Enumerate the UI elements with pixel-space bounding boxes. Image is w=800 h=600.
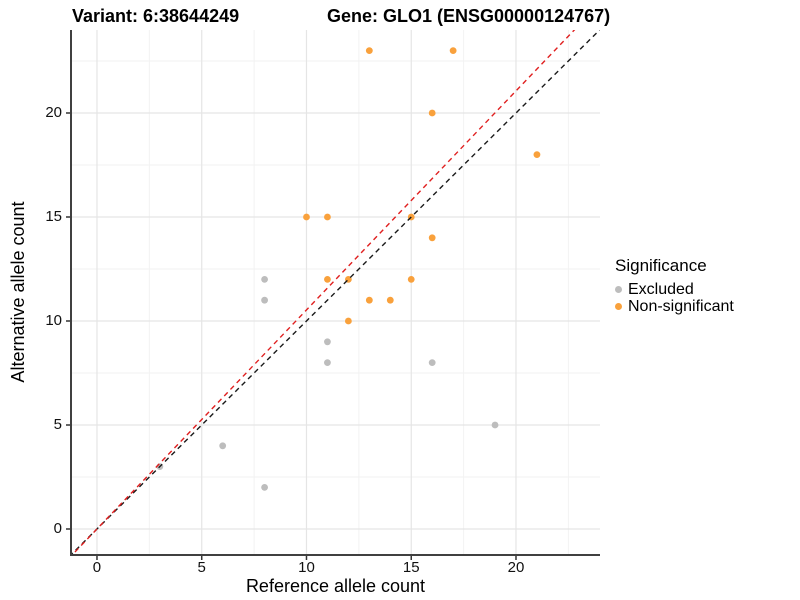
data-point-excluded — [261, 483, 268, 491]
plot-title-variant: Variant: 6:38644249 — [72, 6, 240, 26]
x-axis-title: Reference allele count — [245, 576, 426, 596]
data-point-excluded — [324, 359, 331, 366]
data-point-non-significant — [324, 213, 331, 221]
data-point-non-significant — [324, 275, 331, 283]
x-tick-label: 10 — [298, 559, 315, 576]
x-tick-label: 0 — [92, 559, 102, 576]
data-point-excluded — [261, 275, 268, 283]
x-tick-label: 5 — [197, 559, 206, 576]
x-tick-label: 20 — [507, 559, 525, 576]
legend-dot-excluded-icon — [615, 286, 622, 293]
legend-title: Significance — [615, 256, 707, 275]
identity-line — [71, 30, 600, 555]
data-point-non-significant — [365, 296, 373, 304]
data-point-non-significant — [303, 213, 310, 221]
data-point-non-significant — [428, 234, 436, 242]
legend-label: Excluded — [628, 280, 694, 298]
y-tick-label: 20 — [45, 103, 62, 121]
data-point-excluded — [324, 338, 331, 346]
legend-item-excluded: Excluded — [615, 281, 734, 298]
data-point-non-significant — [386, 296, 394, 304]
legend-item-non-significant: Non-significant — [615, 298, 734, 315]
data-point-excluded — [491, 421, 499, 429]
plot-title-gene: Gene: GLO1 (ENSG00000124767) — [327, 6, 611, 26]
data-point-non-significant — [449, 47, 457, 54]
data-point-excluded — [261, 296, 268, 304]
y-tick-label: 5 — [53, 415, 62, 433]
data-point-excluded — [219, 442, 227, 450]
legend-label: Non-significant — [628, 297, 734, 315]
legend: Significance Excluded Non-significant — [615, 256, 734, 315]
data-point-non-significant — [533, 151, 541, 158]
data-point-non-significant — [428, 109, 436, 117]
data-point-non-significant — [344, 317, 352, 325]
regression-line — [71, 30, 576, 555]
legend-items: Excluded Non-significant — [615, 281, 734, 315]
x-tick-label: 15 — [402, 559, 420, 576]
data-point-non-significant — [407, 275, 415, 283]
legend-dot-non-significant-icon — [615, 303, 622, 310]
data-point-excluded — [428, 359, 436, 366]
y-axis-title: Alternative allele count — [8, 201, 28, 383]
y-tick-label: 0 — [53, 519, 62, 537]
data-point-non-significant — [365, 47, 373, 54]
y-tick-label: 10 — [45, 311, 62, 329]
y-tick-label: 15 — [45, 207, 62, 225]
